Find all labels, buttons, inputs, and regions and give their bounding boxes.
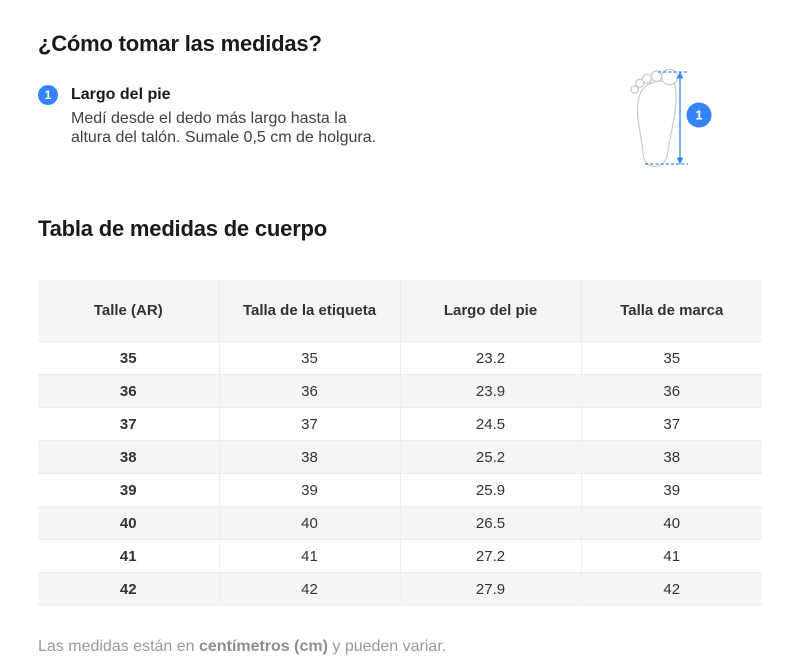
arrow-head-top	[676, 71, 684, 79]
measurement-instructions: 1 Largo del pie Medí desde el dedo más l…	[38, 68, 762, 188]
table-cell: 35	[580, 341, 762, 375]
size-table-header-row: Talle (AR) Talla de la etiqueta Largo del …	[38, 280, 762, 342]
measure-title: Largo del pie	[71, 86, 171, 103]
table-cell: 35	[218, 341, 400, 375]
table-cell: 39	[218, 473, 400, 507]
size-table-header: Talle (AR) Talla de la etiqueta Largo del …	[38, 280, 762, 342]
table-cell: 42	[38, 572, 219, 606]
measure-marker-number: 1	[695, 108, 702, 123]
table-cell: 40	[38, 506, 219, 540]
units-note-prefix: Las medidas están en	[38, 638, 199, 655]
units-note: Las medidas están en centímetros (cm) y …	[38, 637, 762, 656]
table-row: 40 40 26.5 40	[38, 506, 762, 540]
table-cell: 37	[38, 407, 219, 441]
column-header: Talla de la etiqueta	[218, 280, 400, 342]
table-cell: 24.5	[399, 407, 581, 441]
table-cell: 36	[38, 374, 219, 408]
table-cell: 37	[218, 407, 400, 441]
measure-item-foot-length: 1 Largo del pie Medí desde el dedo más l…	[38, 85, 762, 147]
table-row: 35 35 23.2 35	[38, 341, 762, 375]
table-title: Tabla de medidas de cuerpo	[38, 216, 328, 241]
measure-description-line-2: altura del talón. Sumale 0,5 cm de holgu…	[71, 129, 377, 146]
arrow-head-bottom	[676, 157, 684, 165]
foot-measurement-diagram: 1	[630, 68, 718, 172]
table-cell: 26.5	[399, 506, 581, 540]
table-cell: 37	[580, 407, 762, 441]
column-header: Talle (AR)	[38, 280, 219, 342]
table-cell: 39	[580, 473, 762, 507]
column-header: Largo del pie	[399, 280, 581, 342]
units-note-bold: centímetros (cm)	[199, 638, 328, 655]
table-row: 41 41 27.2 41	[38, 539, 762, 573]
step-number-badge: 1	[38, 85, 58, 105]
table-cell: 40	[218, 506, 400, 540]
table-cell: 41	[218, 539, 400, 573]
table-cell: 38	[38, 440, 219, 474]
table-cell: 35	[38, 341, 219, 375]
table-cell: 41	[38, 539, 219, 573]
size-table: Talle (AR) Talla de la etiqueta Largo del …	[38, 280, 762, 606]
table-row: 39 39 25.9 39	[38, 473, 762, 507]
table-row: 37 37 24.5 37	[38, 407, 762, 441]
units-note-suffix: y pueden variar.	[327, 638, 447, 655]
measure-text-block: Largo del pie Medí desde el dedo más lar…	[71, 85, 376, 147]
table-cell: 38	[218, 440, 400, 474]
table-cell: 42	[218, 572, 400, 606]
measure-marker-badge	[686, 102, 712, 128]
table-cell: 38	[580, 440, 762, 474]
measure-guide-lines	[645, 71, 688, 165]
table-cell: 23.2	[399, 341, 581, 375]
measure-description-line-1: Medí desde el dedo más largo hasta la	[71, 110, 347, 127]
table-row: 36 36 23.9 36	[38, 374, 762, 408]
table-row: 38 38 25.2 38	[38, 440, 762, 474]
table-cell: 40	[580, 506, 762, 540]
table-cell: 39	[38, 473, 219, 507]
table-cell: 36	[580, 374, 762, 408]
table-cell: 25.9	[399, 473, 581, 507]
page-title: ¿Cómo tomar las medidas?	[38, 31, 322, 56]
size-table-body: 35 35 23.2 35 36 36 23.9 36 37 37 24.5 37 38 38 25.2 38…	[38, 341, 762, 606]
table-cell: 42	[580, 572, 762, 606]
table-cell: 41	[580, 539, 762, 573]
table-cell: 27.2	[399, 539, 581, 573]
column-header: Talla de marca	[580, 280, 762, 342]
table-row: 42 42 27.9 42	[38, 572, 762, 606]
foot-outline-icon: 1	[630, 68, 712, 168]
measure-description: Medí desde el dedo más largo hasta la al…	[71, 109, 376, 147]
table-cell: 27.9	[399, 572, 581, 606]
table-cell: 36	[218, 374, 400, 408]
table-cell: 23.9	[399, 374, 581, 408]
table-cell: 25.2	[399, 440, 581, 474]
